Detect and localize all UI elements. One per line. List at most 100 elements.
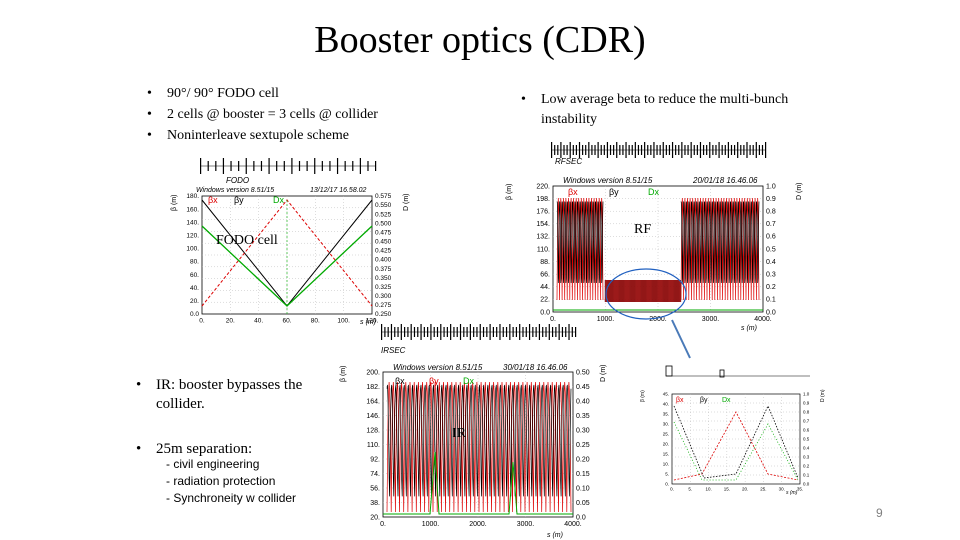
y-tick-label: 110. bbox=[537, 246, 550, 253]
magnet-marker bbox=[625, 142, 627, 158]
magnet-marker bbox=[693, 145, 695, 155]
beta-y-curve bbox=[673, 405, 799, 479]
dispersion-curve bbox=[673, 421, 799, 481]
y-tick-label: 66. bbox=[540, 272, 550, 279]
magnet-marker bbox=[702, 145, 705, 155]
y2-axis-ticks: 0.575 0.550 0.525 0.500 0.475 0.450 0.425 0.400… bbox=[375, 193, 392, 318]
magnet-marker bbox=[650, 145, 652, 155]
x-tick-label: 3000. bbox=[517, 521, 535, 528]
magnet-marker bbox=[565, 327, 567, 337]
y-tick-label: 92. bbox=[370, 456, 380, 463]
magnet-marker bbox=[671, 142, 674, 158]
y2-tick-label: 0.2 bbox=[766, 284, 776, 291]
magnet-marker bbox=[400, 324, 402, 340]
magnet-marker bbox=[321, 161, 323, 171]
y-tick-label: 180. bbox=[186, 193, 199, 200]
magnet-marker bbox=[430, 324, 432, 340]
magnet-marker bbox=[453, 327, 455, 337]
y2-tick-label: 0.0 bbox=[576, 514, 586, 521]
x-tick-label: 100. bbox=[337, 318, 350, 325]
x-tick-label: 5. bbox=[688, 487, 692, 492]
magnet-marker bbox=[687, 145, 689, 155]
y2-tick-label: 0.6 bbox=[803, 428, 810, 433]
legend-dispersion: Dx bbox=[648, 187, 659, 197]
y-tick-label: 146. bbox=[366, 413, 380, 420]
y-tick-label: 56. bbox=[370, 485, 380, 492]
y-tick-label: 220. bbox=[536, 183, 550, 190]
y-tick-label: 154. bbox=[536, 221, 550, 228]
y-axis-ticks: 220. 198. 176. 154. 132. 110. 88. 66. 44. 22. 0.0 bbox=[536, 183, 550, 316]
element-marker bbox=[665, 365, 673, 377]
y-tick-label: 30. bbox=[663, 422, 669, 427]
legend-beta-x: βx bbox=[395, 376, 405, 386]
x-axis-ticks: 0. 1000. 2000. 3000. 4000. bbox=[380, 521, 582, 528]
magnet-marker bbox=[609, 145, 612, 155]
magnet-marker bbox=[207, 161, 209, 171]
y-tick-label: 176. bbox=[536, 209, 550, 216]
magnet-marker bbox=[740, 145, 742, 155]
x-tick-label: 60. bbox=[282, 318, 291, 325]
magnet-marker bbox=[761, 145, 764, 155]
lattice-bar bbox=[551, 142, 767, 158]
lattice-bar bbox=[381, 324, 577, 340]
grid bbox=[202, 196, 372, 314]
y2-tick-label: 0.15 bbox=[576, 471, 590, 478]
y2-tick-label: 0.35 bbox=[576, 413, 590, 420]
x-tick-label: 0. bbox=[199, 318, 205, 325]
y2-tick-label: 0.500 bbox=[375, 220, 392, 227]
plot-date: 20/01/18 16.46.06 bbox=[692, 176, 758, 185]
magnet-marker bbox=[446, 327, 448, 337]
y-tick-label: 0. bbox=[665, 482, 669, 487]
x-axis-title: s (m) bbox=[547, 532, 563, 539]
slide-title: Booster optics (CDR) bbox=[314, 19, 646, 61]
y2-tick-label: 0.425 bbox=[375, 248, 392, 255]
magnet-marker bbox=[230, 161, 232, 171]
y2-tick-label: 0.0 bbox=[803, 482, 810, 487]
y-axis-title: β (m) bbox=[640, 390, 646, 402]
x-tick-label: 10. bbox=[705, 487, 711, 492]
y2-axis-ticks: 0.50 0.45 0.40 0.35 0.30 0.25 0.20 0.15 0.10 0.05… bbox=[576, 369, 590, 521]
y2-tick-label: 0.8 bbox=[766, 209, 776, 216]
y-tick-label: 22. bbox=[540, 297, 550, 304]
y-tick-label: 74. bbox=[370, 471, 380, 478]
x-tick-label: 20. bbox=[742, 487, 748, 492]
magnet-marker bbox=[260, 161, 263, 171]
beta-y-curve bbox=[680, 201, 760, 284]
magnet-marker bbox=[492, 327, 494, 337]
magnet-marker bbox=[417, 327, 419, 337]
magnet-marker bbox=[469, 324, 471, 340]
beta-x-curve bbox=[556, 197, 604, 301]
magnet-marker bbox=[276, 161, 278, 171]
y-axis-ticks: 180. 160. 140. 120. 100. 80. 60. 40. 20. 0.0 bbox=[186, 193, 199, 318]
magnet-marker bbox=[486, 327, 488, 337]
magnet-marker bbox=[665, 145, 667, 155]
magnet-marker bbox=[505, 327, 508, 337]
magnet-marker bbox=[678, 145, 680, 155]
bullet-list-top-right: Low average beta to reduce the multi-bun… bbox=[517, 90, 817, 130]
y2-tick-label: 0.5 bbox=[803, 437, 810, 442]
program-header: Windows version 8.51/15 bbox=[563, 176, 653, 185]
y2-tick-label: 0.275 bbox=[375, 302, 392, 309]
y2-tick-label: 0.3 bbox=[766, 272, 776, 279]
magnet-marker bbox=[268, 158, 270, 174]
y-axis-title: β (m) bbox=[171, 195, 178, 211]
magnet-marker bbox=[668, 145, 671, 155]
magnet-marker bbox=[459, 324, 462, 340]
magnet-marker bbox=[222, 158, 225, 174]
y2-tick-label: 0.1 bbox=[803, 473, 810, 478]
legend-beta-x: βx bbox=[568, 187, 578, 197]
magnet-marker bbox=[619, 145, 621, 155]
magnet-marker bbox=[675, 145, 677, 155]
legend-beta-y: βy bbox=[234, 195, 244, 205]
magnet-marker bbox=[489, 324, 491, 340]
y2-axis-title: D (m) bbox=[600, 365, 607, 383]
y-axis-ticks: 45. 40. 35. 30. 25. 20. 15. 10. 5. 0. bbox=[663, 392, 669, 487]
y2-tick-label: 0.400 bbox=[375, 257, 392, 264]
magnet-marker bbox=[561, 327, 564, 337]
bullet-item: Low average beta to reduce the multi-bun… bbox=[517, 90, 817, 130]
y-tick-label: 10. bbox=[663, 462, 669, 467]
bullet-item: Noninterleave sextupole scheme bbox=[143, 125, 378, 146]
program-header: Windows version 8.51/15 bbox=[196, 187, 274, 194]
x-tick-label: 3000. bbox=[702, 316, 720, 323]
magnet-marker bbox=[519, 324, 521, 340]
